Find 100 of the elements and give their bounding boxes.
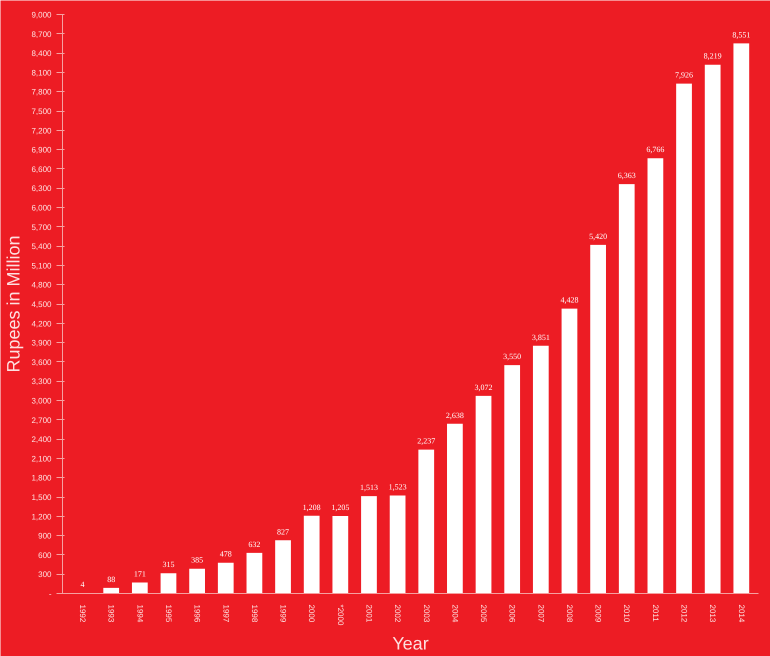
bar	[132, 582, 148, 594]
bar	[676, 84, 692, 594]
x-tick-label: 1998	[250, 604, 259, 623]
y-tick-label: 2,400	[31, 435, 52, 444]
data-label: 1,208	[302, 502, 321, 512]
y-axis-title: Rupees in Million	[3, 235, 24, 373]
y-tick-label: 5,100	[31, 261, 52, 270]
y-tick-label: 7,500	[31, 107, 52, 116]
data-label: 385	[191, 556, 204, 565]
y-tick-label: 2,100	[31, 454, 52, 464]
y-tick-label: 9,000	[31, 10, 52, 20]
bar	[418, 450, 434, 594]
data-label: 88	[107, 574, 116, 584]
y-tick-label: 1,800	[31, 474, 52, 483]
y-tick-label: 1,200	[31, 512, 52, 522]
bar	[218, 562, 234, 594]
bar	[332, 516, 348, 594]
x-tick-label: 2009	[594, 604, 603, 623]
x-tick-label: 2013	[708, 604, 718, 623]
y-tick-label: 4,800	[31, 280, 52, 290]
y-tick-label: 1,500	[31, 493, 52, 502]
data-label: 2,237	[417, 436, 436, 446]
y-tick-label: 8,400	[31, 49, 52, 58]
x-tick-label: 2002	[393, 604, 402, 623]
data-label: 6,766	[646, 145, 664, 154]
bar	[476, 396, 492, 594]
bar	[648, 158, 664, 594]
data-label: 1,205	[331, 502, 350, 512]
data-label: 8,551	[732, 30, 750, 40]
data-label: 1,523	[388, 482, 407, 492]
data-label: 5,420	[589, 232, 608, 241]
x-tick-label: 2010	[622, 604, 632, 623]
data-label: 4	[80, 580, 85, 590]
y-tick-label: 3,000	[31, 396, 52, 406]
bar	[160, 573, 176, 594]
data-label: 3,072	[474, 382, 493, 392]
bar	[562, 308, 578, 594]
bar	[618, 184, 635, 594]
x-tick-label: 2000	[307, 604, 316, 623]
x-tick-label: 1995	[164, 604, 173, 623]
bar	[275, 540, 291, 594]
x-tick-label: 1997	[221, 604, 230, 623]
y-tick-label: 6,300	[31, 184, 52, 194]
bar	[532, 346, 549, 594]
bar	[447, 424, 463, 594]
x-tick-label: 2005	[479, 604, 488, 623]
bar	[304, 516, 320, 594]
y-tick-label: -	[48, 590, 52, 598]
data-label: 3,550	[503, 352, 522, 362]
bar	[189, 568, 205, 594]
y-tick-label: 8,700	[31, 30, 52, 39]
data-label: 3,851	[532, 332, 550, 342]
x-tick-label: 1999	[278, 604, 288, 623]
y-tick-label: 7,200	[31, 126, 52, 136]
y-tick-label: 6,000	[31, 204, 52, 212]
y-tick-label: 900	[38, 532, 52, 541]
y-tick-label: 6,900	[31, 146, 52, 155]
y-tick-label: 2,700	[31, 416, 52, 425]
y-tick-label: 3,300	[31, 377, 52, 386]
y-tick-label: 7,800	[31, 88, 52, 97]
x-tick-label: 1994	[135, 604, 144, 623]
x-tick-label: 1996	[192, 604, 202, 623]
x-tick-label: 2011	[650, 604, 660, 622]
data-label: 171	[134, 570, 146, 578]
data-label: 827	[277, 527, 290, 536]
data-label: 1,513	[360, 483, 378, 492]
bar	[246, 552, 262, 594]
y-tick-label: 8,100	[31, 68, 52, 78]
bar	[390, 496, 406, 594]
bar	[704, 64, 721, 594]
x-tick-label: 2006	[508, 604, 517, 623]
data-label: 478	[220, 550, 232, 559]
data-label: 7,926	[675, 70, 694, 80]
x-tick-label: 1993	[106, 604, 116, 623]
y-tick-label: 300	[38, 570, 52, 580]
bar	[504, 365, 520, 594]
y-tick-label: 3,600	[31, 358, 52, 367]
y-tick-label: 3,900	[31, 338, 52, 348]
data-label: 315	[162, 560, 174, 570]
bar	[590, 244, 606, 594]
bar	[361, 496, 377, 594]
bar	[733, 43, 750, 594]
data-label: 4,428	[560, 296, 578, 305]
x-tick-label: 2007	[536, 604, 546, 623]
x-tick-label: 2003	[422, 604, 431, 623]
data-label: 632	[248, 540, 260, 549]
y-tick-label: 600	[38, 550, 52, 560]
x-tick-label: 2014	[736, 604, 746, 623]
x-tick-label: 2008	[564, 604, 574, 623]
data-label: 8,219	[704, 52, 722, 61]
data-label: 6,363	[618, 171, 636, 180]
y-tick-label: 4,500	[31, 300, 52, 309]
x-tick-label: 2012	[680, 604, 689, 623]
y-tick-label: 4,200	[31, 319, 52, 328]
x-axis-title: Year	[392, 633, 429, 654]
x-tick-label: *2000	[336, 604, 345, 626]
x-tick-label: 2001	[364, 604, 374, 623]
y-tick-label: 5,400	[31, 242, 52, 252]
x-tick-label: 1992	[78, 604, 88, 623]
data-label: 2,638	[446, 410, 464, 420]
